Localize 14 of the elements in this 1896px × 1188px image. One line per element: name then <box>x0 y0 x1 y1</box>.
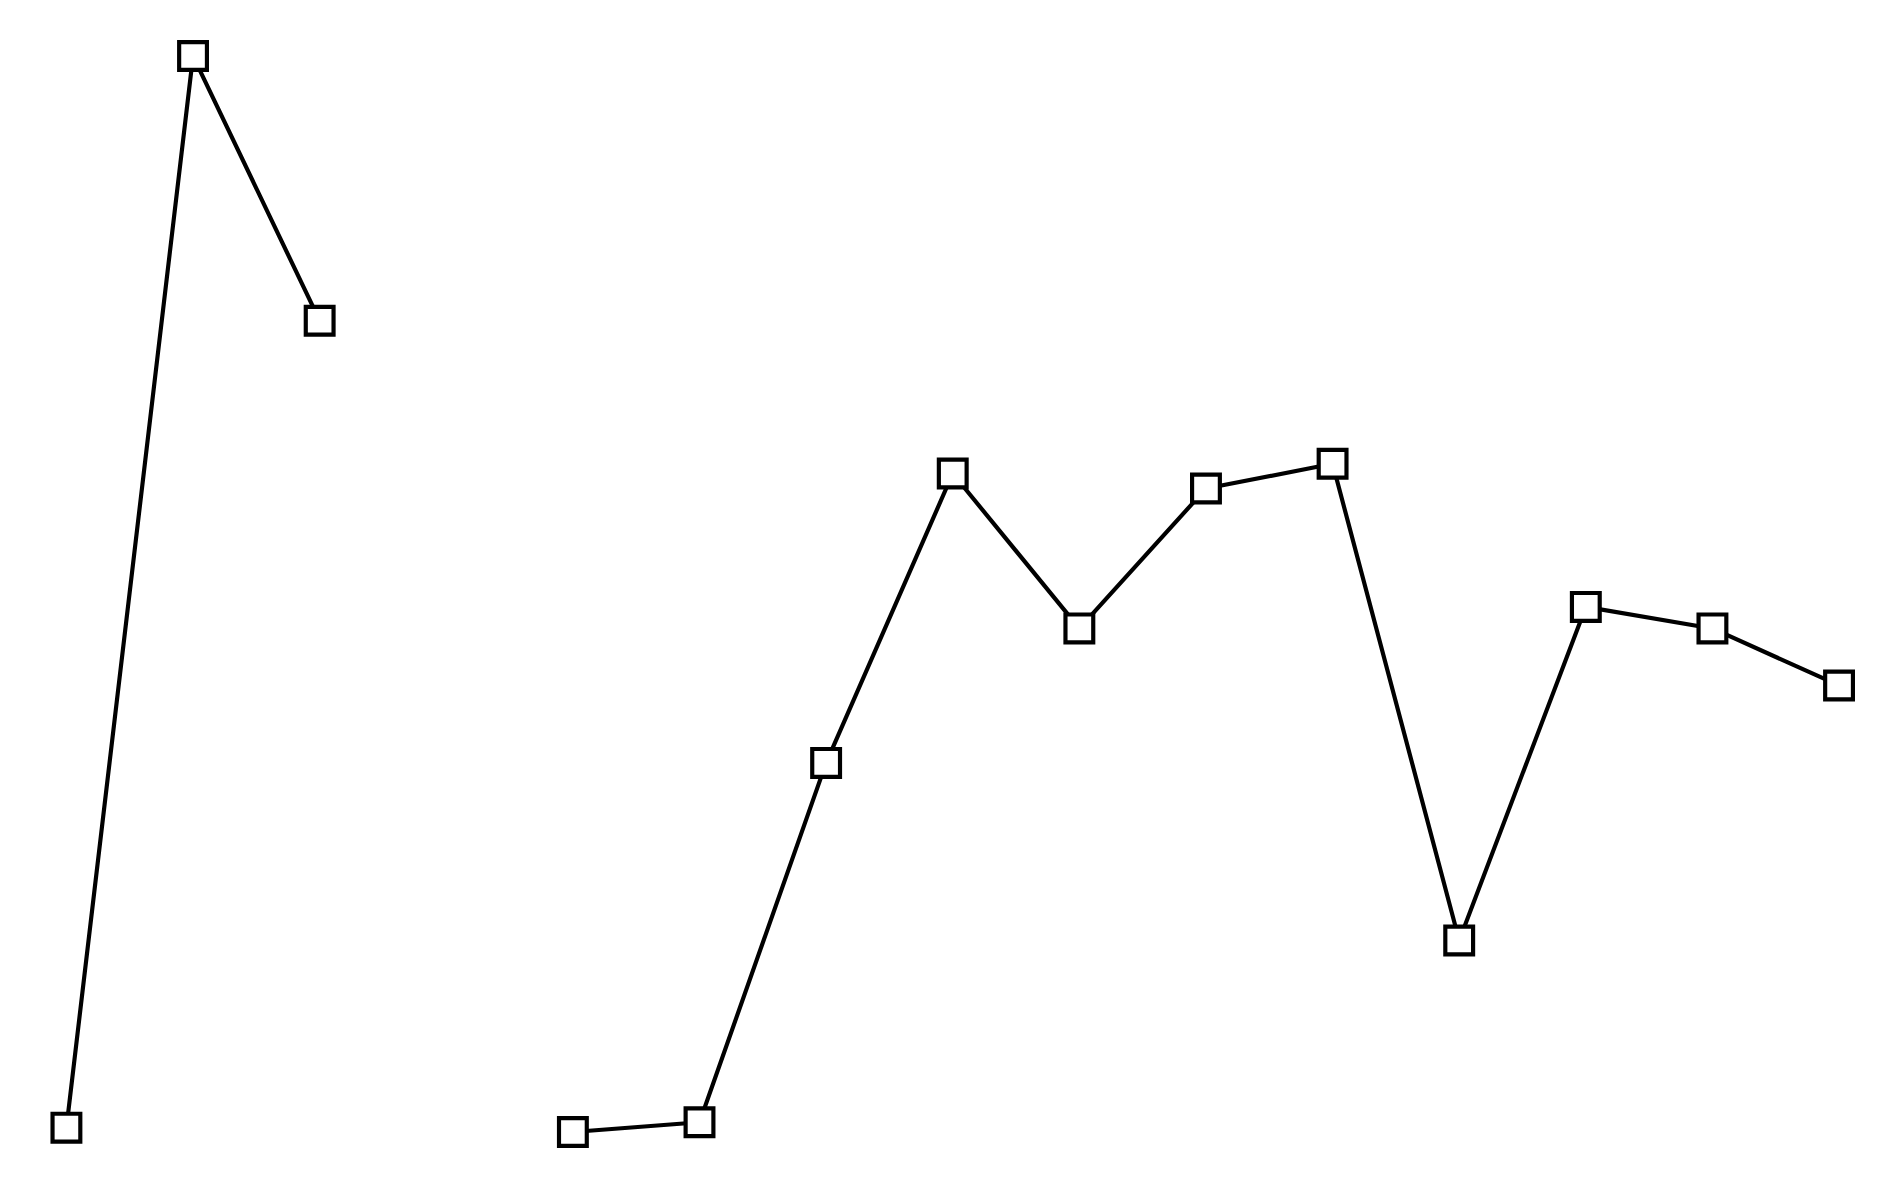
point <box>177 40 210 73</box>
point <box>50 1111 83 1144</box>
point <box>936 457 969 490</box>
point <box>1569 590 1602 623</box>
point <box>810 746 843 779</box>
point <box>1443 924 1476 957</box>
point <box>303 304 336 337</box>
point <box>1696 612 1729 645</box>
point <box>1063 612 1096 645</box>
point <box>1823 669 1856 702</box>
point <box>1189 472 1222 505</box>
point <box>683 1106 716 1139</box>
point <box>1316 447 1349 480</box>
point <box>556 1115 589 1148</box>
